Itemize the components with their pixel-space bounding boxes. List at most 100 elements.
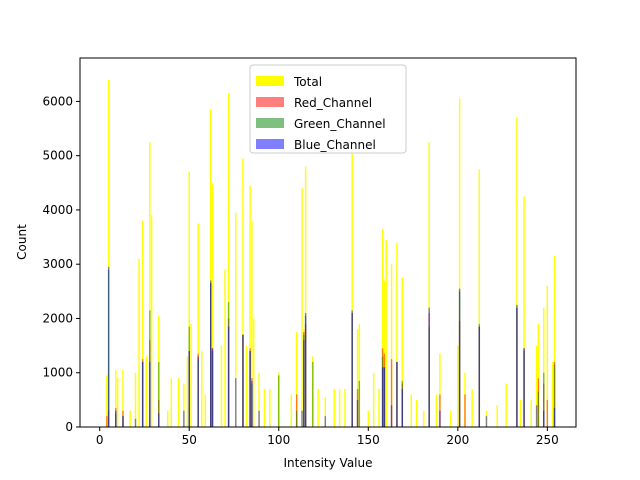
total-bar (435, 394, 438, 427)
total-bar (258, 372, 260, 427)
total-bar (428, 142, 430, 428)
total-bar (224, 269, 226, 427)
blue-channel-bar (149, 361, 151, 427)
legend-label: Red_Channel (294, 96, 372, 110)
total-bar (242, 158, 244, 427)
total-bar (249, 185, 251, 427)
blue-channel-bar (458, 288, 461, 428)
total-bar (122, 370, 124, 427)
total-bar (423, 410, 425, 427)
total-bar (141, 220, 144, 427)
total-bar (252, 318, 255, 427)
blue-channel-bar (258, 410, 260, 427)
x-tick-label: 150 (357, 433, 380, 447)
legend-swatch (256, 97, 284, 107)
blue-channel-bar (122, 416, 124, 427)
blue-channel-bar (439, 410, 441, 427)
total-bar (553, 256, 556, 427)
blue-channel-bar (134, 418, 137, 427)
y-tick-label: 0 (65, 420, 73, 434)
blue-channel-bar (183, 410, 185, 427)
total-bar (188, 171, 190, 427)
total-bar (496, 405, 498, 427)
total-bar (211, 182, 214, 427)
total-bar (535, 345, 538, 427)
plot-frame (79, 57, 577, 428)
legend-box (249, 64, 407, 154)
legend: Total Red_Channel Green_Channel Blue_Channe… (249, 64, 407, 154)
total-bar (304, 166, 307, 427)
blue-channel-bar (188, 351, 190, 427)
x-tick-label: 100 (267, 433, 290, 447)
blue-channel-bar (301, 410, 303, 427)
x-tick-label: 250 (536, 433, 559, 447)
total-bar (358, 323, 361, 427)
blue-channel-bar (523, 348, 525, 427)
total-bar (519, 399, 522, 427)
x-tick-label: 0 (96, 433, 104, 447)
red-channel-bar (464, 394, 466, 427)
blue-channel-bar (535, 405, 538, 427)
blue-channel-bar (303, 340, 305, 427)
total-bar (381, 228, 384, 427)
total-bar (530, 399, 532, 427)
y-tick-label: 3000 (42, 257, 73, 271)
total-bar (523, 196, 525, 428)
total-bar (458, 98, 461, 427)
y-axis-label: Count (15, 224, 29, 260)
x-axis-label: Intensity Value (284, 456, 373, 470)
green-channel-bar (158, 361, 160, 427)
legend-label: Total (293, 75, 322, 89)
total-bar (338, 389, 341, 427)
blue-channel-bar (516, 304, 518, 427)
blue-channel-bar (553, 408, 556, 427)
total-bar (170, 378, 173, 427)
total-bar (290, 394, 293, 427)
total-bar (210, 109, 212, 428)
blue-channel-bar (396, 361, 398, 427)
total-bar (235, 212, 237, 427)
red-channel-bar (546, 399, 549, 427)
total-bar (324, 397, 327, 427)
total-bar (220, 345, 223, 427)
green-channel-bar (358, 380, 361, 428)
total-bar (449, 410, 452, 427)
total-bar (245, 345, 248, 427)
total-bar (378, 389, 380, 427)
total-bar (401, 277, 404, 427)
total-bar (263, 389, 266, 427)
total-bar (546, 285, 549, 427)
total-bar (177, 378, 180, 427)
x-tick-label: 200 (446, 433, 469, 447)
total-bar (115, 370, 117, 427)
blue-channel-bar (478, 326, 481, 427)
total-bar (227, 93, 230, 428)
total-bar (415, 399, 418, 427)
total-bar (129, 410, 131, 427)
blue-channel-bar (115, 410, 117, 427)
total-bar (106, 375, 108, 427)
red-channel-bar (106, 416, 108, 427)
legend-label: Green_Channel (294, 117, 386, 131)
blue-channel-bar (351, 310, 353, 427)
total-bar (269, 389, 271, 427)
total-bar (478, 169, 481, 428)
blue-channel-bar (249, 351, 251, 427)
blue-channel-bar (158, 413, 160, 427)
total-bar (516, 117, 518, 427)
total-bar (439, 353, 441, 427)
total-bar (201, 351, 203, 427)
y-tick-label: 2000 (42, 311, 73, 325)
red-channel-bar (390, 359, 393, 427)
blue-channel-bar (381, 367, 384, 427)
total-bar (167, 410, 169, 427)
y-tick-label: 1000 (42, 366, 73, 380)
green-channel-bar (278, 375, 280, 427)
blue-channel-bar (485, 416, 488, 427)
green-channel-bar (295, 410, 298, 427)
total-bar (190, 323, 192, 427)
y-tick-label: 6000 (42, 94, 73, 108)
blue-channel-bar (390, 405, 393, 427)
total-bar (116, 378, 119, 427)
